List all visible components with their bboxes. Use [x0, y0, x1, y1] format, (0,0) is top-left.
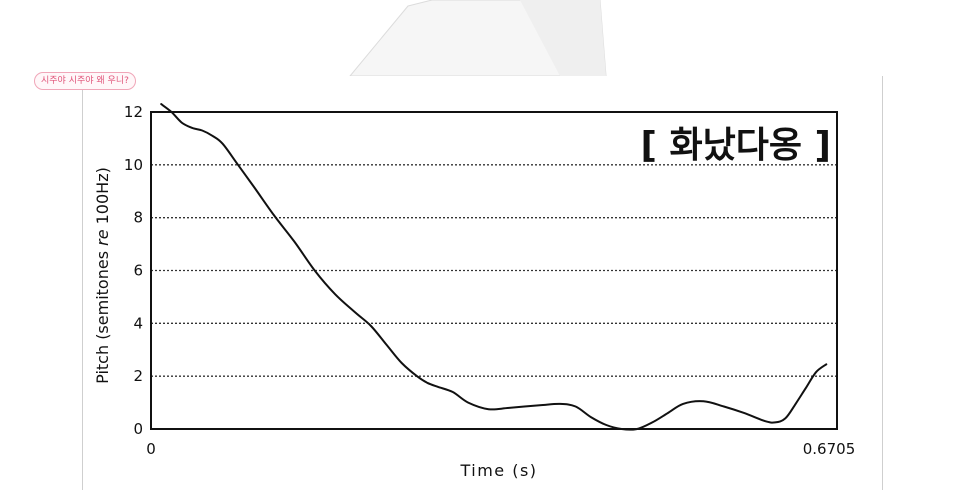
- y-tick-label: 4: [133, 314, 143, 332]
- y-tick-label: 6: [133, 262, 143, 280]
- y-tick-label: 2: [133, 367, 143, 385]
- y-tick-label: 8: [133, 209, 143, 227]
- chart-title: [ 화났다옹 ]: [641, 125, 831, 166]
- y-axis-title-end: 100Hz): [93, 167, 112, 229]
- paper-decoration: [348, 0, 607, 77]
- y-axis-title-main: Pitch (semitones: [93, 246, 112, 384]
- plot-frame: [150, 111, 838, 430]
- x-tick-label-min: 0: [146, 440, 156, 458]
- pitch-line: [160, 103, 828, 431]
- y-axis-title: Pitch (semitones re 100Hz): [93, 167, 112, 384]
- x-axis-title: Time (s): [459, 461, 537, 480]
- caption-tag: 시주야 시주야 왜 우니?: [34, 72, 136, 90]
- y-axis-title-italic: re: [93, 229, 112, 246]
- y-tick-label: 12: [124, 103, 143, 121]
- y-tick-label: 0: [133, 420, 143, 438]
- chart-card: [82, 76, 883, 490]
- y-tick-label: 10: [124, 156, 143, 174]
- x-tick-label-max: 0.6705: [803, 440, 856, 458]
- grid-lines: [151, 164, 837, 377]
- y-tick-labels: 0 2 4 6 8 10 12: [124, 103, 143, 438]
